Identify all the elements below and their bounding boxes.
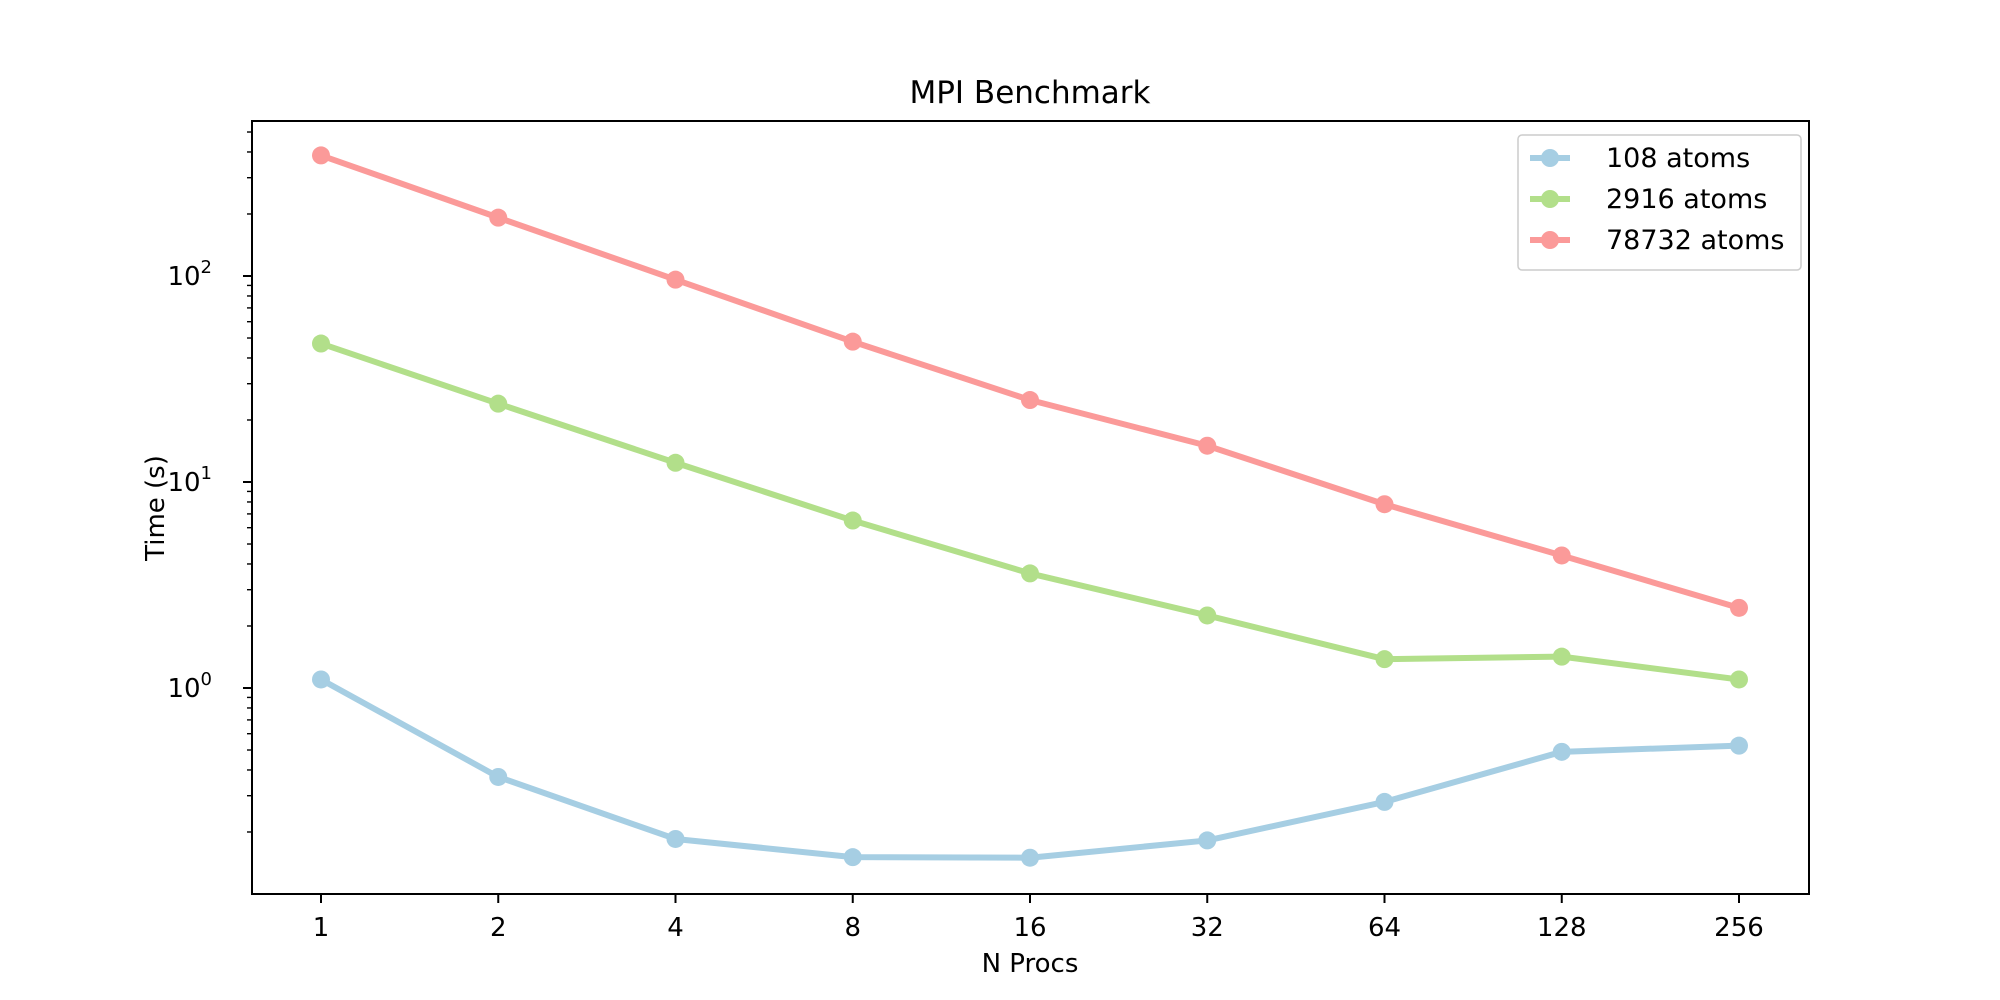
data-point xyxy=(1198,606,1217,625)
data-point xyxy=(1375,495,1394,514)
series-1 xyxy=(312,334,1748,689)
x-tick-label: 64 xyxy=(1368,913,1401,943)
data-point xyxy=(489,767,508,786)
x-tick-label: 128 xyxy=(1537,913,1587,943)
data-point xyxy=(666,829,685,848)
data-point xyxy=(489,208,508,227)
chart-title: MPI Benchmark xyxy=(909,75,1150,111)
data-point xyxy=(1730,736,1748,755)
series-2 xyxy=(312,146,1748,617)
x-axis-label: N Procs xyxy=(982,949,1079,979)
legend-label: 78732 atoms xyxy=(1606,225,1785,256)
legend-label: 108 atoms xyxy=(1606,143,1750,174)
x-tick-label: 2 xyxy=(490,913,507,943)
data-point xyxy=(1198,831,1217,850)
data-point xyxy=(1552,546,1571,565)
legend-swatch-marker xyxy=(1541,149,1559,167)
data-point xyxy=(843,332,862,351)
legend-swatch-marker xyxy=(1541,231,1559,249)
data-point xyxy=(1021,391,1039,410)
data-point xyxy=(1552,647,1571,666)
y-tick-label: 101 xyxy=(167,463,212,498)
y-tick-label: 100 xyxy=(167,669,212,704)
data-point xyxy=(843,848,862,867)
data-point xyxy=(1021,848,1039,867)
legend-entry: 78732 atoms xyxy=(1530,225,1785,256)
series-line xyxy=(318,676,1742,861)
data-point xyxy=(1375,650,1394,669)
legend: 108 atoms 2916 atoms 78732 atoms xyxy=(1517,134,1802,271)
data-point xyxy=(1730,598,1748,617)
x-tick-label: 16 xyxy=(1013,913,1046,943)
series-layer xyxy=(312,146,1748,867)
data-point xyxy=(1021,564,1039,583)
x-tick-label: 1 xyxy=(313,913,330,943)
legend-label: 2916 atoms xyxy=(1606,184,1767,215)
x-tick-label: 32 xyxy=(1191,913,1224,943)
ticks-layer: 1 2 4 8 16 32 64 128 256 100 101 102 xyxy=(167,131,1764,943)
x-tick-label: 4 xyxy=(667,913,684,943)
legend-swatch-marker xyxy=(1541,190,1559,208)
data-point xyxy=(489,394,508,413)
data-point xyxy=(843,511,862,530)
data-point xyxy=(1552,742,1571,761)
data-point xyxy=(312,146,330,165)
x-tick-label: 8 xyxy=(844,913,861,943)
x-tick-label: 256 xyxy=(1714,913,1764,943)
legend-box xyxy=(1517,134,1802,271)
legend-entry: 108 atoms xyxy=(1530,143,1750,174)
data-point xyxy=(312,334,330,353)
series-0 xyxy=(312,670,1748,867)
data-point xyxy=(1375,792,1394,811)
data-point xyxy=(666,270,685,289)
data-point xyxy=(312,670,330,689)
data-point xyxy=(666,453,685,472)
legend-entry: 2916 atoms xyxy=(1530,184,1767,215)
y-tick-label: 102 xyxy=(167,257,212,292)
data-point xyxy=(1730,670,1748,689)
y-axis-label: Time (s) xyxy=(141,455,171,562)
data-point xyxy=(1198,436,1217,455)
plot-frame xyxy=(251,120,1810,895)
